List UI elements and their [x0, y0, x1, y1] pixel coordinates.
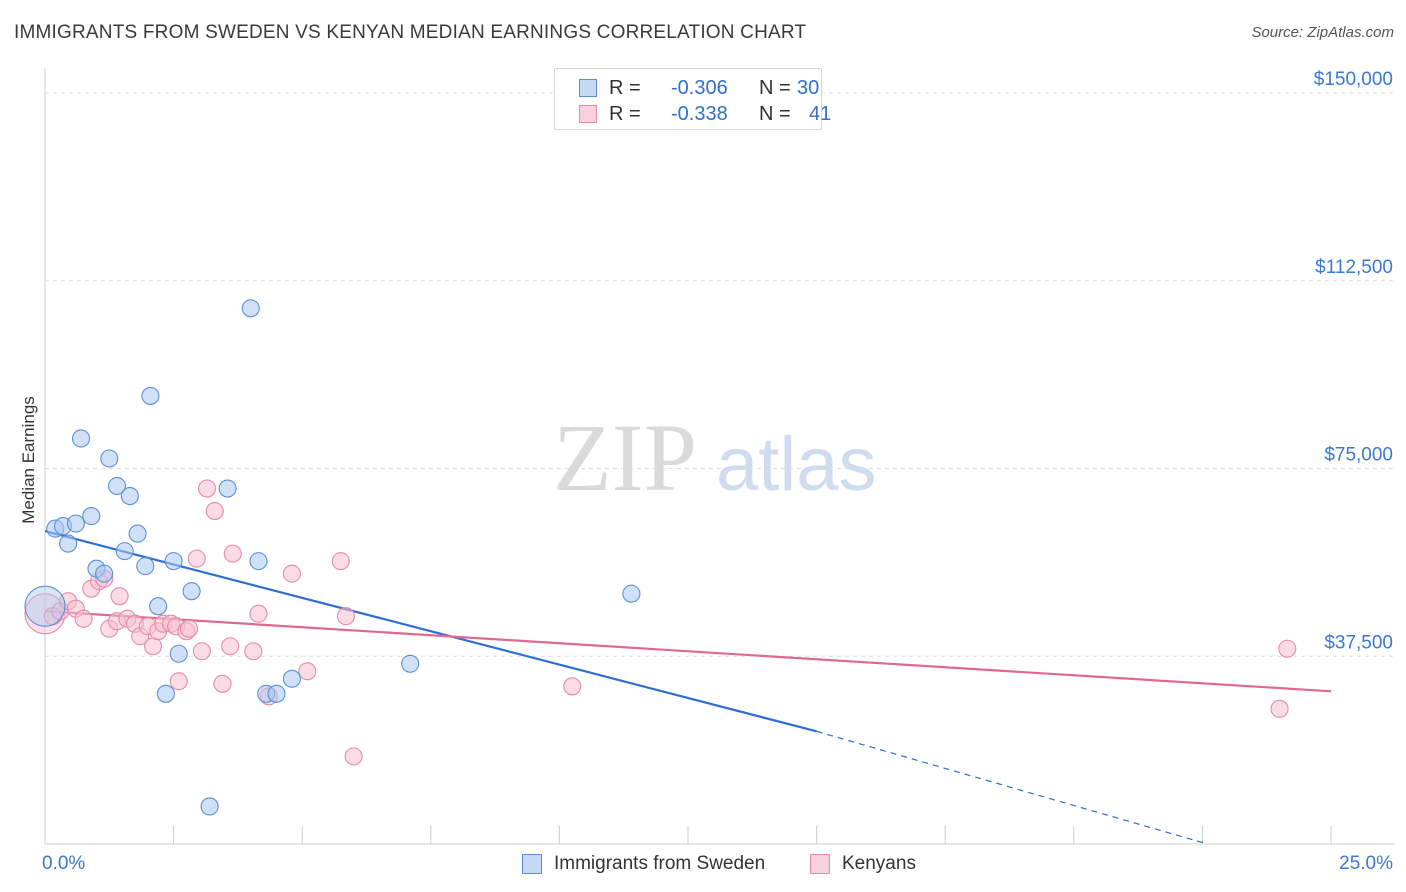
sweden-point	[267, 684, 286, 703]
kenyan-point	[110, 587, 129, 606]
y-tick-label: $75,000	[1324, 445, 1393, 466]
kenyan-point	[213, 674, 232, 693]
sweden-point	[182, 582, 201, 601]
r-label: R =	[609, 77, 641, 99]
kenyan-point	[249, 604, 268, 623]
sweden-point	[71, 429, 91, 448]
y-tick-label: $112,500	[1315, 257, 1393, 278]
kenyan-trend-line	[44, 610, 1332, 693]
kenyan-point	[197, 479, 217, 498]
chart-title: IMMIGRANTS FROM SWEDEN VS KENYAN MEDIAN …	[14, 22, 807, 43]
y-tick-label: $150,000	[1314, 69, 1393, 90]
kenyan-swatch	[579, 105, 597, 123]
source-label: Source: ZipAtlas.com	[1251, 24, 1394, 41]
kenyan-swatch	[810, 854, 830, 874]
kenyan-point	[282, 564, 301, 583]
sweden-point	[149, 597, 168, 616]
n-label: N =	[759, 103, 791, 125]
sweden-point	[200, 797, 219, 816]
sweden-point	[120, 486, 139, 506]
y-axis-label: Median Earnings	[19, 396, 38, 524]
kenyan-point	[221, 637, 240, 656]
kenyan-point	[143, 637, 163, 656]
n-value: 30	[797, 77, 820, 99]
n-label: N =	[759, 77, 791, 99]
sweden-point	[136, 557, 155, 576]
r-value: -0.306	[671, 77, 728, 99]
sweden-swatch	[522, 854, 542, 874]
legend-label: Kenyans	[842, 853, 916, 874]
sweden-point	[141, 386, 160, 405]
r-value: -0.338	[671, 103, 728, 125]
kenyan-point	[331, 552, 350, 571]
sweden-point	[107, 476, 127, 496]
sweden-trend-extension	[816, 730, 1208, 845]
sweden-point	[115, 542, 134, 561]
kenyan-point	[1278, 639, 1297, 658]
legend-label: Immigrants from Sweden	[554, 853, 766, 874]
x-tick-label: 25.0%	[1339, 853, 1393, 874]
kenyan-point	[192, 642, 211, 661]
sweden-point	[100, 449, 119, 468]
sweden-point	[218, 479, 237, 498]
kenyan-point	[179, 619, 199, 638]
kenyan-point	[205, 502, 224, 521]
kenyan-point	[563, 677, 582, 696]
kenyan-point	[244, 642, 263, 661]
sweden-point	[82, 507, 101, 526]
sweden-point	[156, 684, 175, 703]
kenyan-point	[169, 672, 188, 691]
sweden-point	[164, 552, 183, 571]
y-tick-label: $37,500	[1324, 632, 1393, 653]
kenyan-point	[336, 607, 355, 626]
sweden-point	[249, 552, 268, 571]
sweden-swatch	[579, 79, 597, 97]
kenyan-point	[187, 549, 206, 568]
sweden-point	[128, 524, 147, 543]
watermark-zip: ZIP	[553, 404, 697, 511]
sweden-point	[24, 585, 66, 627]
sweden-point	[282, 669, 301, 688]
kenyan-point	[223, 544, 242, 563]
sweden-point	[66, 514, 85, 533]
kenyan-point	[1270, 699, 1289, 718]
watermark-atlas: atlas	[716, 422, 877, 507]
r-label: R =	[609, 103, 641, 125]
kenyan-point	[74, 609, 93, 628]
x-tick-label: 0.0%	[42, 853, 85, 874]
sweden-point	[59, 534, 78, 553]
sweden-point	[241, 299, 260, 318]
stats-legend: R = -0.306 N = 30 R = -0.338 N = 41	[554, 68, 831, 130]
sweden-point	[169, 644, 188, 663]
kenyan-point	[344, 747, 363, 766]
sweden-point	[95, 564, 114, 583]
n-value: 41	[809, 103, 832, 125]
sweden-point	[622, 584, 641, 603]
sweden-point	[401, 654, 420, 673]
kenyan-point	[298, 662, 317, 681]
